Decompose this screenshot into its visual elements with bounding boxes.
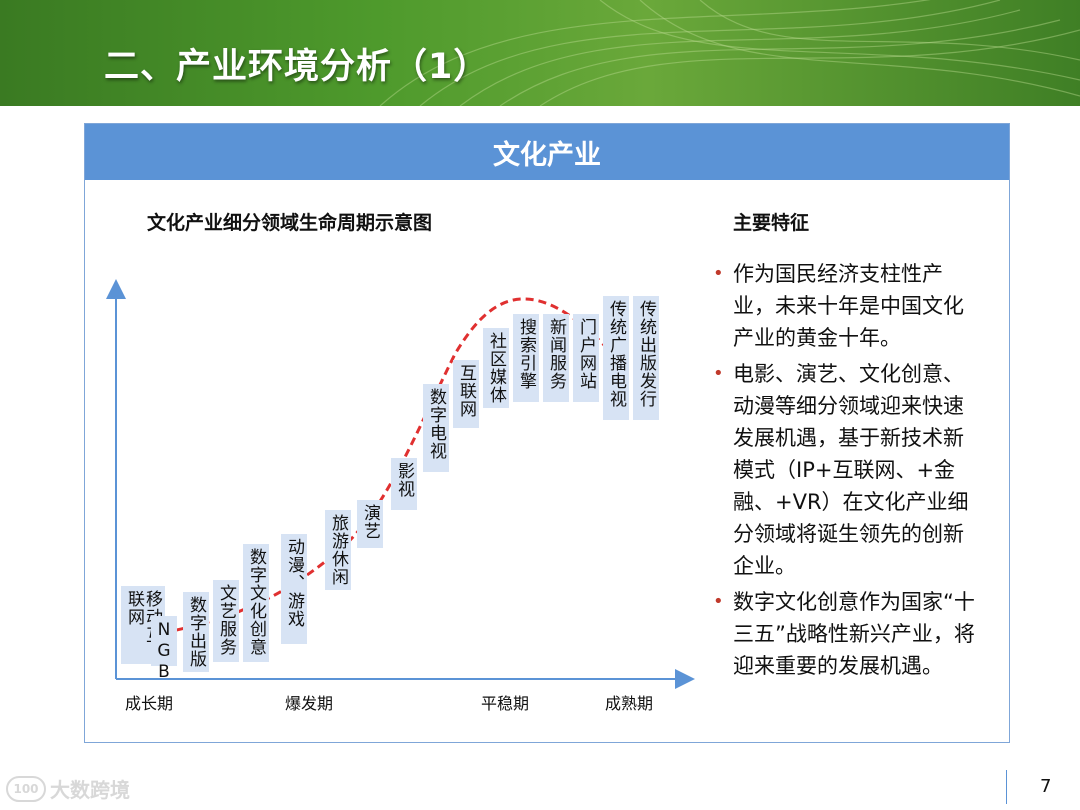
logo-mark-icon: 100 xyxy=(6,775,46,802)
bullet-icon: • xyxy=(713,263,724,284)
feature-text: 电影、演艺、文化创意、动漫等细分领域迎来快速发展机遇，基于新技术新模式（IP+互… xyxy=(733,362,969,578)
header-texture xyxy=(379,0,1080,106)
card-banner: 文化产业 xyxy=(85,124,1009,180)
stage-box: NGB xyxy=(151,616,177,683)
logo-text: 大数跨境 xyxy=(50,778,130,802)
stage-box: 社区媒体 xyxy=(483,328,509,408)
bullet-icon: • xyxy=(713,591,724,612)
phase-label: 平稳期 xyxy=(481,694,530,713)
stage-box: 演艺 xyxy=(357,500,383,548)
page-title: 二、产业环境分析（1） xyxy=(104,47,490,87)
feature-item: • 作为国民经济支柱性产业，未来十年是中国文化产业的黄金十年。 xyxy=(711,258,981,354)
stage-box: 文艺服务 xyxy=(213,580,239,662)
features-list: • 作为国民经济支柱性产业，未来十年是中国文化产业的黄金十年。 • 电影、演艺、… xyxy=(711,258,981,686)
phase-label: 成长期 xyxy=(125,694,174,713)
stage-box: 搜索引擎 xyxy=(513,314,539,402)
diagram-title: 文化产业细分领域生命周期示意图 xyxy=(147,212,433,234)
features-title: 主要特征 xyxy=(733,212,810,234)
bullet-icon: • xyxy=(713,363,724,384)
phase-label: 成熟期 xyxy=(605,694,654,713)
feature-item: • 电影、演艺、文化创意、动漫等细分领域迎来快速发展机遇，基于新技术新模式（IP… xyxy=(711,358,981,582)
footer-logo: 100 大数跨境 xyxy=(6,774,130,803)
feature-item: • 数字文化创意作为国家“十三五”战略性新兴产业，将迎来重要的发展机遇。 xyxy=(711,586,981,682)
stage-box: 互联网 xyxy=(453,360,479,428)
feature-text: 数字文化创意作为国家“十三五”战略性新兴产业，将迎来重要的发展机遇。 xyxy=(733,590,975,678)
stage-box: 门户网站 xyxy=(573,314,599,402)
stage-box: 影视 xyxy=(391,458,417,510)
stage-box: 新闻服务 xyxy=(543,314,569,402)
page-divider xyxy=(1006,770,1007,804)
page-number: 7 xyxy=(1040,776,1052,797)
feature-text: 作为国民经济支柱性产业，未来十年是中国文化产业的黄金十年。 xyxy=(733,262,964,350)
stage-box: 旅游休闲 xyxy=(325,510,351,590)
stage-box: 传统广播电视 xyxy=(603,296,629,420)
content-card: 文化产业 文化产业细分领域生命周期示意图 主要特征 移动互联网 NGB 数字出版… xyxy=(84,123,1010,743)
phase-label: 爆发期 xyxy=(285,694,334,713)
stage-box: 数字文化创意 xyxy=(243,544,269,662)
stage-box: 传统出版发行 xyxy=(633,296,659,420)
stage-box: 动漫、游戏 xyxy=(281,534,307,644)
header-band: 二、产业环境分析（1） xyxy=(0,0,1080,106)
stage-box: 数字出版 xyxy=(183,592,209,672)
stage-box: 数字电视 xyxy=(423,384,449,472)
